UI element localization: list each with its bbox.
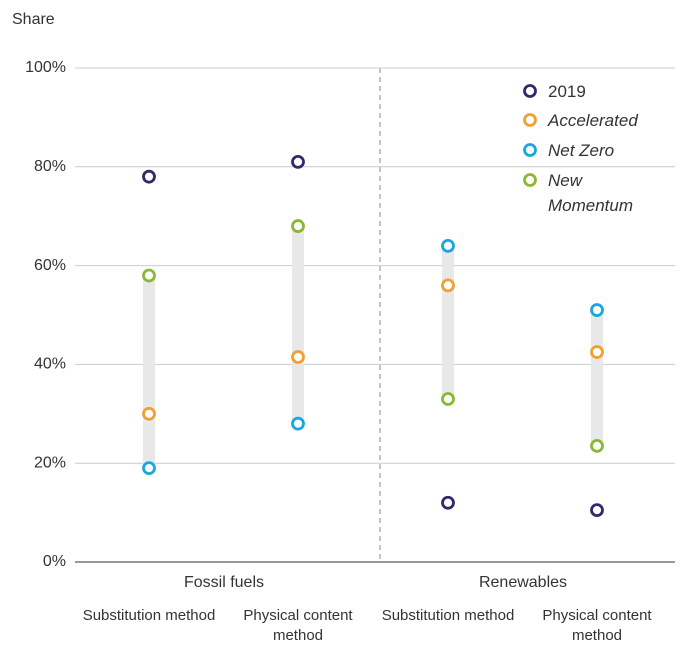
dot — [441, 278, 455, 293]
legend-label: Accelerated — [548, 111, 638, 130]
range-bar — [591, 310, 603, 446]
x-tick-label: Substitution method — [82, 607, 216, 624]
y-tick-label: 100% — [25, 59, 66, 76]
y-tick-label: 80% — [34, 158, 66, 175]
dot — [291, 219, 305, 233]
dot — [590, 439, 604, 453]
legend-label: Net Zero — [548, 141, 615, 160]
group-label: Renewables — [478, 574, 568, 591]
dot — [590, 503, 604, 518]
dot — [441, 495, 455, 510]
dot — [142, 169, 156, 184]
dot — [291, 416, 305, 431]
dot — [142, 268, 156, 283]
dot — [590, 345, 604, 359]
dot — [441, 238, 455, 253]
legend-label: New Momentum — [548, 171, 634, 215]
group-label: Fossil fuels — [183, 574, 265, 591]
range-bar — [143, 275, 155, 469]
dot — [291, 350, 305, 364]
dot — [590, 303, 604, 317]
y-axis-label: Share — [12, 11, 55, 28]
legend-marker — [523, 84, 537, 98]
dot — [291, 154, 305, 169]
x-tick-label: Physical content method — [542, 607, 652, 644]
range-bar — [442, 245, 454, 399]
x-tick-label: Physical content method — [243, 607, 353, 644]
legend-marker — [523, 173, 537, 187]
y-tick-label: 40% — [34, 356, 66, 373]
dot — [142, 406, 156, 421]
y-tick-label: 0% — [43, 553, 66, 570]
legend-label: 2019 — [548, 82, 586, 101]
legend-marker — [523, 113, 537, 127]
dot — [142, 461, 156, 476]
legend-marker — [523, 143, 537, 157]
y-tick-label: 20% — [34, 454, 66, 471]
dot — [441, 392, 455, 406]
y-tick-label: 60% — [34, 257, 66, 274]
x-tick-label: Substitution method — [381, 607, 515, 624]
range-bar — [292, 226, 304, 424]
